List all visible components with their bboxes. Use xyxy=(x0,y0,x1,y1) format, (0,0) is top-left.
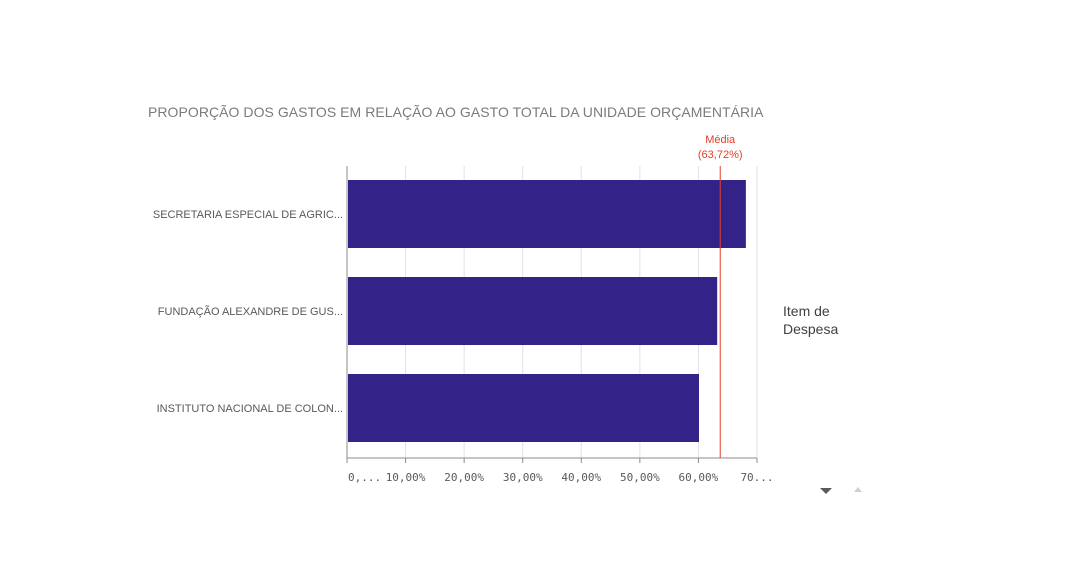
bar[interactable] xyxy=(348,374,700,442)
legend-scroll-up-icon[interactable] xyxy=(854,487,862,492)
category-label: INSTITUTO NACIONAL DE COLON... xyxy=(157,403,343,415)
x-tick-label: 70... xyxy=(740,471,773,484)
axes xyxy=(346,166,757,459)
bars[interactable] xyxy=(348,180,746,442)
x-tick-label: 60,00% xyxy=(679,471,719,484)
x-tick-label: 50,00% xyxy=(620,471,660,484)
x-tick-label: 0,... xyxy=(348,471,381,484)
bar[interactable] xyxy=(348,277,718,345)
reference-line-group: Média (63,72%) xyxy=(698,134,743,458)
x-tick-label: 10,00% xyxy=(386,471,426,484)
category-label: SECRETARIA ESPECIAL DE AGRIC... xyxy=(153,209,343,221)
bar[interactable] xyxy=(348,180,746,248)
x-tick-label: 20,00% xyxy=(444,471,484,484)
category-labels: SECRETARIA ESPECIAL DE AGRIC... FUNDAÇÃO … xyxy=(153,209,343,415)
x-tick-label: 40,00% xyxy=(561,471,601,484)
x-tick-label: 30,00% xyxy=(503,471,543,484)
category-label: FUNDAÇÃO ALEXANDRE DE GUS... xyxy=(158,305,343,318)
average-label: Média xyxy=(705,134,736,146)
chart-title: PROPORÇÃO DOS GASTOS EM RELAÇÃO AO GASTO… xyxy=(148,104,764,120)
average-value-label: (63,72%) xyxy=(698,149,743,161)
x-tick-labels: 0,... 10,00% 20,00% 30,00% 40,00% 50,00% 60,00… xyxy=(346,458,774,484)
legend-title: Item de Despesa xyxy=(783,303,839,337)
legend-scroll-down-icon[interactable] xyxy=(820,488,832,494)
